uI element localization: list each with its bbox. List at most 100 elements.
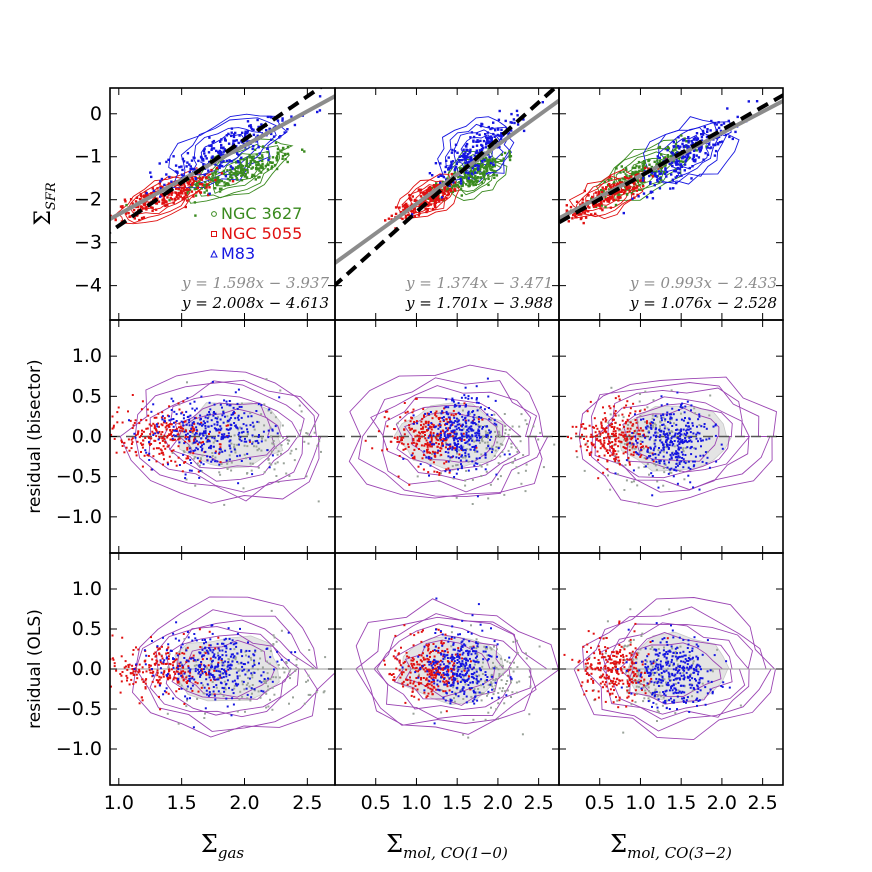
data-point-ngc5055 bbox=[120, 674, 123, 677]
data-point-m83 bbox=[202, 149, 206, 153]
data-point-ngc3627 bbox=[520, 413, 523, 416]
data-point-ngc5055 bbox=[160, 449, 163, 452]
data-point-ngc3627 bbox=[615, 167, 618, 170]
data-point-ngc3627 bbox=[650, 165, 653, 169]
data-point-ngc5055 bbox=[195, 191, 198, 194]
data-point-m83 bbox=[440, 434, 442, 436]
data-point-ngc3627 bbox=[468, 412, 471, 415]
data-point-ngc5055 bbox=[126, 676, 129, 679]
data-point-ngc3627 bbox=[217, 652, 219, 655]
data-point-ngc3627 bbox=[470, 175, 474, 179]
data-point-m83 bbox=[203, 147, 206, 151]
data-point-ngc3627 bbox=[485, 470, 488, 473]
data-point-ngc5055 bbox=[134, 670, 137, 673]
data-point-ngc5055 bbox=[197, 470, 200, 473]
data-point-ngc5055 bbox=[608, 176, 611, 179]
data-point-m83 bbox=[165, 674, 168, 677]
data-point-ngc3627 bbox=[484, 430, 487, 433]
data-point-ngc5055 bbox=[398, 455, 401, 457]
data-point-m83 bbox=[194, 670, 197, 673]
data-point-m83 bbox=[199, 417, 202, 420]
data-point-ngc3627 bbox=[652, 424, 654, 427]
data-point-ngc3627 bbox=[648, 158, 651, 161]
data-point-ngc3627 bbox=[475, 168, 478, 171]
data-point-ngc3627 bbox=[498, 434, 501, 436]
data-point-ngc3627 bbox=[245, 161, 248, 165]
data-point-ngc3627 bbox=[269, 678, 272, 681]
data-point-ngc5055 bbox=[407, 446, 410, 448]
data-point-ngc3627 bbox=[493, 158, 496, 162]
data-point-ngc5055 bbox=[434, 413, 437, 416]
data-point-ngc5055 bbox=[602, 443, 605, 446]
data-point-ngc5055 bbox=[402, 208, 405, 212]
data-point-m83 bbox=[687, 136, 690, 139]
data-point-m83 bbox=[192, 421, 195, 424]
residual-contour bbox=[348, 364, 544, 499]
data-point-ngc5055 bbox=[412, 438, 415, 440]
data-point-ngc5055 bbox=[171, 198, 174, 201]
data-point-m83 bbox=[427, 455, 430, 458]
data-point-m83 bbox=[480, 416, 483, 419]
data-point-ngc5055 bbox=[414, 429, 417, 432]
data-point-ngc5055 bbox=[421, 435, 424, 438]
data-point-ngc3627 bbox=[185, 675, 188, 678]
data-point-ngc3627 bbox=[249, 656, 252, 659]
data-point-m83 bbox=[212, 686, 215, 688]
data-point-ngc3627 bbox=[241, 683, 244, 686]
data-point-m83 bbox=[172, 632, 175, 635]
data-point-ngc3627 bbox=[196, 697, 199, 700]
data-point-m83 bbox=[226, 705, 229, 708]
data-point-ngc5055 bbox=[422, 431, 425, 434]
data-point-m83 bbox=[441, 410, 444, 413]
data-point-ngc3627 bbox=[318, 440, 321, 443]
data-point-ngc3627 bbox=[663, 170, 666, 173]
data-point-m83 bbox=[250, 672, 253, 675]
data-point-ngc3627 bbox=[678, 429, 681, 431]
data-point-ngc5055 bbox=[601, 186, 604, 189]
data-point-m83 bbox=[237, 414, 240, 417]
data-point-ngc3627 bbox=[229, 175, 232, 179]
data-point-m83 bbox=[458, 405, 461, 408]
data-point-ngc5055 bbox=[413, 448, 416, 451]
data-point-ngc3627 bbox=[226, 421, 229, 423]
data-point-ngc5055 bbox=[427, 420, 430, 423]
data-point-ngc3627 bbox=[652, 170, 655, 174]
data-point-m83 bbox=[679, 434, 682, 437]
data-point-ngc5055 bbox=[220, 172, 224, 175]
data-point-m83 bbox=[444, 422, 447, 425]
data-point-m83 bbox=[186, 697, 189, 700]
data-point-ngc3627 bbox=[680, 134, 683, 137]
data-point-ngc3627 bbox=[245, 176, 249, 179]
data-point-ngc5055 bbox=[481, 418, 484, 421]
data-point-m83 bbox=[200, 437, 203, 440]
data-point-ngc5055 bbox=[156, 197, 159, 200]
data-point-m83 bbox=[625, 459, 628, 462]
data-point-ngc3627 bbox=[640, 168, 643, 171]
data-point-ngc3627 bbox=[461, 183, 464, 186]
data-point-m83 bbox=[467, 397, 470, 400]
data-point-m83 bbox=[204, 422, 206, 425]
data-point-ngc3627 bbox=[220, 672, 222, 675]
data-point-m83 bbox=[700, 439, 703, 442]
data-point-m83 bbox=[240, 650, 243, 653]
data-point-m83 bbox=[478, 133, 481, 136]
ols-fit-line bbox=[559, 98, 783, 221]
data-point-ngc3627 bbox=[308, 649, 311, 651]
data-point-ngc5055 bbox=[119, 691, 122, 694]
data-point-ngc5055 bbox=[191, 178, 194, 181]
data-point-ngc5055 bbox=[618, 398, 621, 401]
data-point-ngc3627 bbox=[468, 183, 471, 186]
data-point-m83 bbox=[695, 138, 698, 142]
data-point-m83 bbox=[464, 161, 467, 165]
data-point-m83 bbox=[260, 123, 263, 126]
data-point-m83 bbox=[253, 663, 256, 666]
data-point-m83 bbox=[431, 443, 434, 446]
data-point-m83 bbox=[187, 660, 190, 663]
data-point-m83 bbox=[163, 419, 166, 422]
data-point-ngc3627 bbox=[194, 183, 197, 186]
data-point-ngc5055 bbox=[138, 702, 141, 705]
data-point-m83 bbox=[445, 410, 448, 413]
data-point-ngc3627 bbox=[484, 441, 487, 444]
data-point-m83 bbox=[419, 463, 422, 466]
data-point-m83 bbox=[224, 139, 227, 142]
